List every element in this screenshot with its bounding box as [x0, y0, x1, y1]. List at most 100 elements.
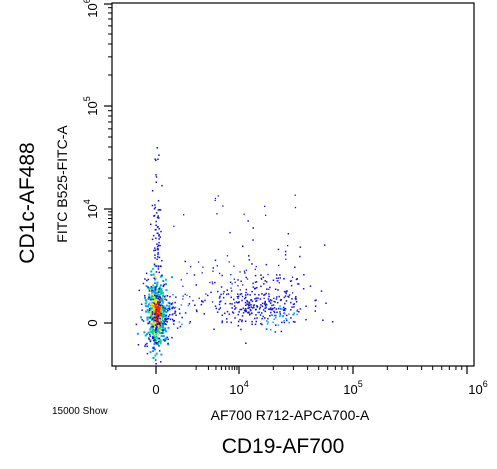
event-dot: [279, 311, 281, 313]
event-dot: [158, 271, 160, 274]
event-dot: [158, 234, 160, 236]
event-dot: [146, 279, 148, 282]
event-dot: [285, 300, 288, 302]
event-dot: [153, 307, 156, 309]
x-axis-label: AF700 R712-APCA700-A: [211, 407, 370, 423]
event-dot: [169, 303, 172, 305]
event-dot: [281, 308, 283, 310]
event-dot: [189, 296, 191, 298]
event-dot: [226, 321, 228, 323]
event-dot: [162, 285, 165, 287]
event-dot: [254, 317, 256, 320]
event-dot: [160, 288, 163, 291]
event-dot: [183, 214, 185, 216]
event-dot: [149, 289, 152, 292]
event-dot: [148, 316, 151, 319]
event-dot: [216, 213, 218, 215]
event-dot: [221, 274, 223, 277]
event-dot: [267, 321, 269, 323]
event-dot: [239, 318, 241, 321]
event-dot: [136, 332, 139, 335]
event-dot: [154, 254, 156, 256]
event-dot: [174, 306, 177, 309]
event-dot: [164, 310, 166, 312]
event-dot: [153, 339, 155, 342]
event-dot: [243, 270, 246, 272]
event-dot: [151, 238, 154, 241]
event-dot: [275, 274, 278, 276]
event-dot: [159, 323, 161, 326]
event-dot: [150, 305, 153, 308]
event-dot: [154, 313, 156, 316]
event-dot: [145, 305, 147, 308]
event-dot: [164, 340, 166, 342]
event-dot: [274, 331, 277, 333]
event-dot: [277, 289, 279, 291]
event-dot: [272, 279, 275, 281]
event-dot: [171, 302, 174, 304]
event-dot: [271, 304, 273, 307]
event-dot: [229, 231, 231, 234]
event-dot: [156, 258, 158, 261]
event-dot: [246, 300, 248, 302]
event-dot: [141, 309, 143, 311]
event-dot: [214, 259, 217, 262]
event-dot: [298, 283, 300, 285]
event-dot: [189, 321, 191, 323]
event-dot: [164, 306, 167, 309]
event-dot: [153, 343, 156, 345]
event-dot: [291, 298, 293, 300]
event-dot: [254, 281, 256, 283]
event-dot: [231, 307, 233, 309]
event-dot: [144, 343, 147, 346]
event-dot: [159, 342, 162, 345]
event-dot: [157, 253, 159, 256]
event-dot: [157, 226, 159, 228]
y-tick-label: 106: [82, 0, 100, 18]
event-dot: [283, 320, 285, 322]
event-dot: [212, 270, 214, 272]
event-dot: [233, 278, 235, 280]
event-dot: [188, 303, 191, 305]
event-dot: [256, 317, 258, 319]
event-dot: [157, 294, 160, 297]
event-dot: [244, 301, 247, 304]
event-dot: [157, 323, 159, 325]
event-dot: [146, 322, 149, 325]
event-dot: [218, 297, 221, 299]
event-dot: [219, 301, 221, 303]
event-dot: [155, 265, 158, 267]
event-dot: [156, 308, 159, 311]
event-dot: [149, 287, 152, 290]
event-dot: [302, 288, 305, 290]
event-dot: [150, 322, 153, 325]
event-dot: [157, 320, 159, 323]
event-dot: [148, 337, 150, 339]
event-dot: [153, 263, 156, 265]
event-dot: [264, 307, 266, 309]
event-dot: [314, 305, 317, 307]
event-dot: [271, 308, 273, 311]
event-dot: [228, 313, 231, 315]
event-dot: [264, 205, 266, 207]
event-dot: [224, 312, 226, 315]
event-dot: [154, 249, 157, 251]
event-dot: [241, 320, 243, 323]
event-dot: [172, 294, 174, 296]
event-dot: [190, 266, 192, 268]
event-dots: [135, 147, 334, 365]
event-dot: [150, 223, 152, 226]
event-dot: [146, 352, 149, 355]
event-dot: [154, 282, 156, 284]
event-dot: [162, 318, 165, 320]
event-dot: [267, 317, 269, 320]
event-dot: [296, 310, 298, 312]
event-dot: [164, 318, 166, 321]
event-dot: [219, 272, 221, 275]
event-dot: [277, 307, 280, 310]
event-dot: [285, 258, 287, 260]
event-dot: [159, 314, 162, 317]
event-dot: [285, 290, 288, 292]
event-dot: [231, 311, 234, 313]
event-dot: [180, 279, 182, 281]
